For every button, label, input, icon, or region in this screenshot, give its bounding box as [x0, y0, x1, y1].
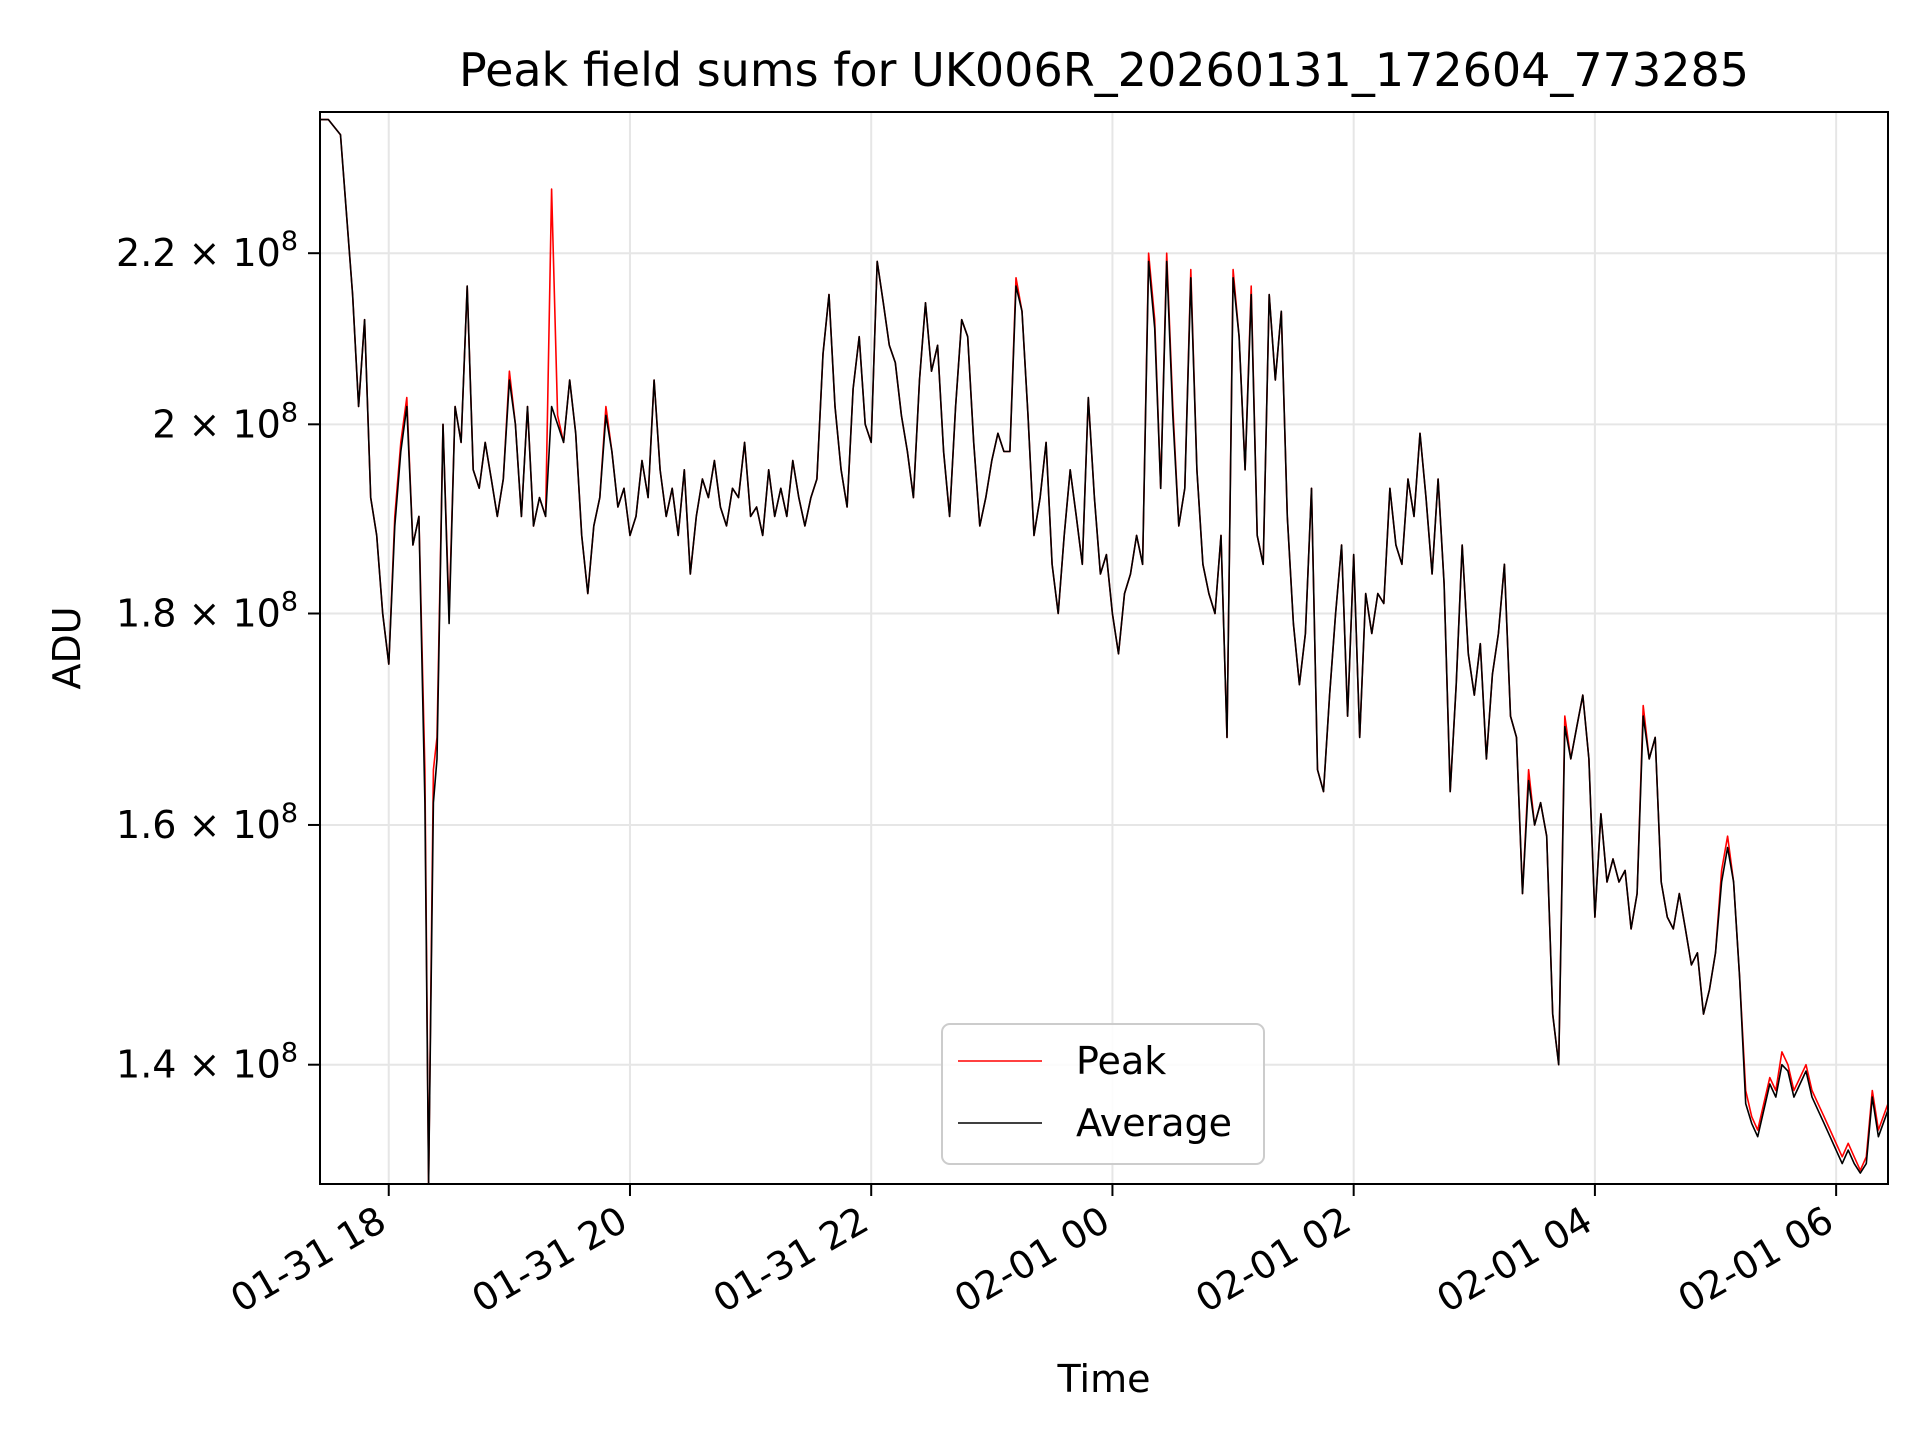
legend-label-average: Average — [1076, 1101, 1232, 1145]
y-tick-label-exponent: 8 — [281, 397, 298, 428]
y-tick-label: 1.8 × 108 — [116, 586, 298, 635]
legend-box — [941, 1023, 1265, 1165]
y-tick-label: 2 × 108 — [152, 397, 298, 446]
legend-label-peak: Peak — [1076, 1039, 1166, 1083]
y-tick-label-base: 2.2 × 10 — [116, 231, 281, 275]
x-axis-label: Time — [1057, 1357, 1151, 1401]
y-tick-label-exponent: 8 — [281, 1038, 298, 1069]
plot-frame — [319, 111, 1889, 1185]
y-tick-label: 1.6 × 108 — [116, 798, 298, 847]
chart-title: Peak field sums for UK006R_20260131_1726… — [459, 43, 1749, 97]
y-tick-label: 1.4 × 108 — [116, 1038, 298, 1087]
legend: Peak Average — [941, 1023, 1265, 1165]
y-tick-label-exponent: 8 — [281, 226, 298, 257]
y-tick-label-base: 1.6 × 10 — [116, 803, 281, 847]
y-tick-label-base: 1.4 × 10 — [116, 1043, 281, 1087]
y-axis-label: ADU — [45, 606, 89, 689]
grid — [320, 112, 1888, 1184]
y-tick-label-exponent: 8 — [281, 798, 298, 829]
y-tick-label-base: 2 × 10 — [152, 402, 281, 446]
y-tick-label-exponent: 8 — [281, 586, 298, 617]
series-line-average — [320, 118, 1889, 1185]
y-tick-label-base: 1.8 × 10 — [116, 591, 281, 635]
series-layer — [320, 118, 1889, 1185]
y-tick-label: 2.2 × 108 — [116, 226, 298, 275]
